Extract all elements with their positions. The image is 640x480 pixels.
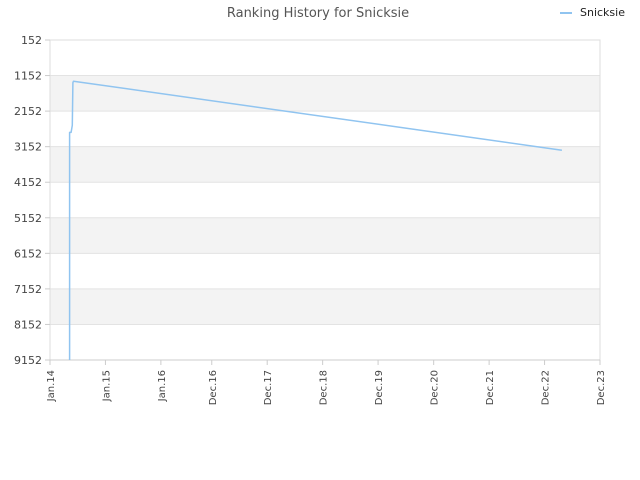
plot-band xyxy=(50,253,600,289)
y-axis: 152 1152 2152 3152 4152 5152 6152 7152 8152 9152 xyxy=(14,34,50,367)
x-tick-label: Dec.17 xyxy=(263,370,274,405)
y-tick-label: 4152 xyxy=(14,176,42,189)
x-tick-label: Jan.15 xyxy=(101,370,112,402)
y-tick-label: 7152 xyxy=(14,283,42,296)
y-tick-label: 3152 xyxy=(14,141,42,154)
plot-band xyxy=(50,182,600,218)
x-tick-label: Dec.19 xyxy=(374,370,385,405)
x-tick-label: Dec.18 xyxy=(319,370,330,405)
legend[interactable]: Snicksie xyxy=(560,6,625,19)
plot-band xyxy=(50,288,600,325)
series-layer xyxy=(68,80,563,360)
x-tick-label: Dec.16 xyxy=(208,370,219,405)
y-tick-label: 5152 xyxy=(14,212,42,225)
x-tick-label: Dec.22 xyxy=(541,370,552,405)
plot-band xyxy=(50,217,600,254)
x-tick-label: Dec.21 xyxy=(485,370,496,405)
y-tick-label: 6152 xyxy=(14,247,42,260)
y-tick-label: 8152 xyxy=(14,318,42,331)
chart-title: Ranking History for Snicksie xyxy=(227,6,409,21)
x-tick-label: Jan.16 xyxy=(157,370,168,402)
plot-band xyxy=(50,40,600,76)
series-line-snicksie[interactable] xyxy=(68,80,563,360)
y-tick-label: 1152 xyxy=(14,70,42,83)
y-tick-label: 2152 xyxy=(14,105,42,118)
x-axis: Jan.14 Jan.15 Jan.16 Dec.16 Dec.17 Dec.18 Dec.… xyxy=(46,359,607,405)
plot-background xyxy=(50,40,600,360)
y-tick-label: 152 xyxy=(21,34,42,47)
plot-band xyxy=(50,324,600,360)
x-tick-label: Jan.14 xyxy=(46,370,57,402)
x-tick-label: Dec.23 xyxy=(596,370,607,405)
x-tick-label: Dec.20 xyxy=(430,370,441,405)
plot-band xyxy=(50,75,600,112)
legend-label-snicksie: Snicksie xyxy=(580,6,625,19)
y-tick-label: 9152 xyxy=(14,354,42,367)
plot-band xyxy=(50,146,600,183)
